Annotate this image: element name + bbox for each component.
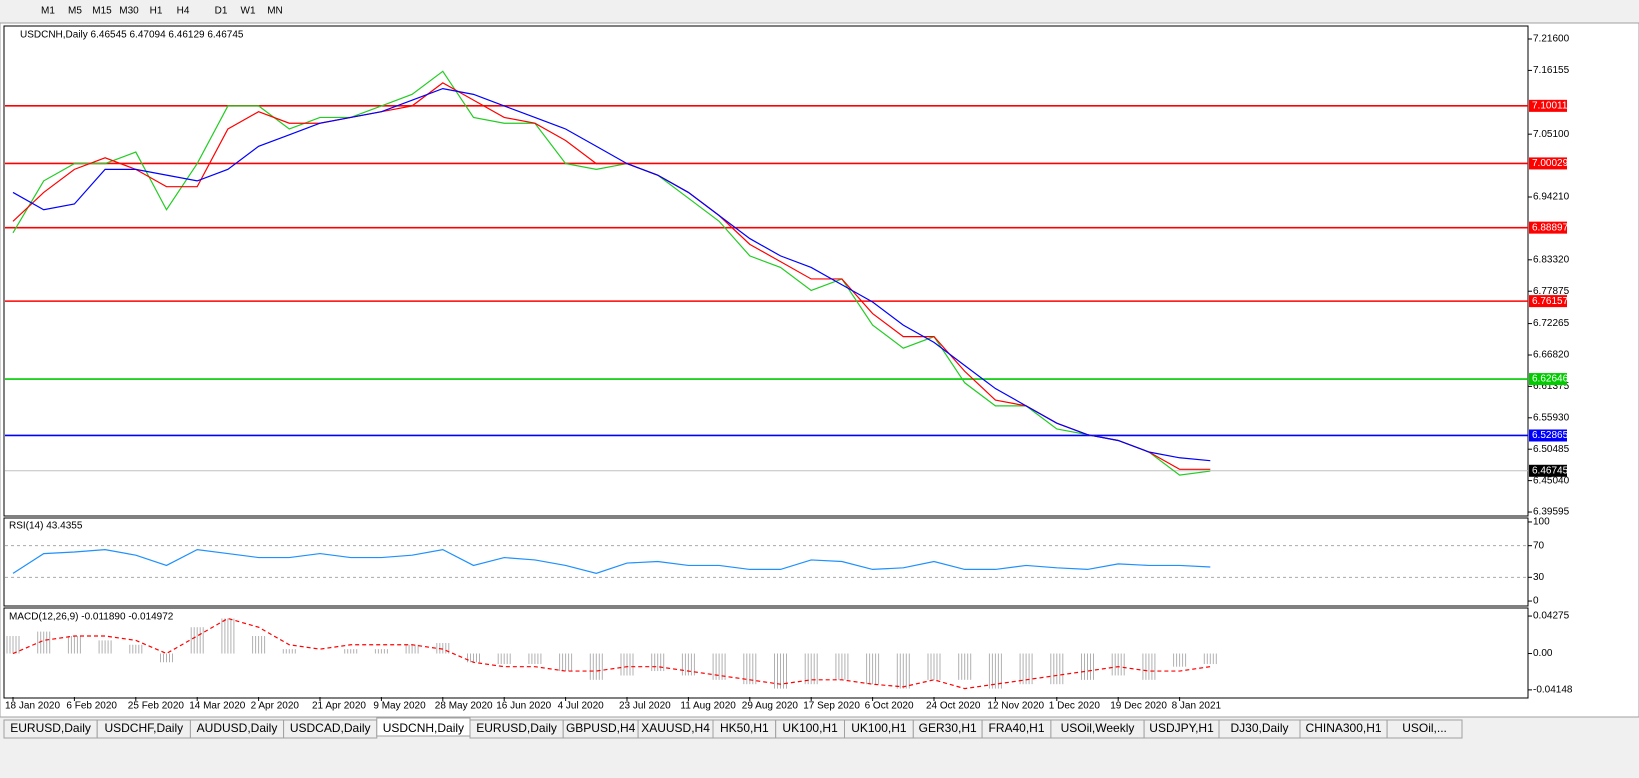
x-tick-label: 9 May 2020 [373, 701, 426, 712]
y-tick-label: -0.04148 [1533, 685, 1573, 696]
toolbar [0, 0, 1639, 22]
x-tick-label: 4 Jul 2020 [558, 701, 605, 712]
level-label: 6.52865 [1532, 430, 1569, 441]
timeframe-button[interactable]: H4 [177, 6, 190, 17]
x-tick-label: 23 Jul 2020 [619, 701, 671, 712]
x-tick-label: 24 Oct 2020 [926, 701, 981, 712]
series-line [12, 617, 1211, 690]
price-panel [3, 25, 1529, 517]
chart-window [0, 22, 1639, 718]
level-label: 7.10011 [1532, 100, 1568, 111]
rsi-label: RSI(14) 43.4355 [9, 521, 83, 532]
tab-label[interactable]: EURUSD,Daily [10, 721, 91, 735]
level-label-box [1529, 157, 1567, 170]
timeframe-button[interactable]: D1 [215, 6, 228, 17]
level-label-box [1529, 429, 1567, 442]
level-label-box [1529, 464, 1567, 477]
tab-label[interactable]: USDCAD,Daily [290, 721, 371, 735]
tab-label[interactable]: GBPUSD,H4 [566, 721, 636, 735]
series-line [12, 549, 1211, 574]
x-tick-label: 18 Jan 2020 [5, 701, 60, 712]
series-line [12, 70, 1211, 476]
y-tick-label: 100 [1533, 517, 1550, 528]
x-tick-label: 6 Feb 2020 [66, 701, 117, 712]
tab-label[interactable]: EURUSD,Daily [476, 721, 557, 735]
timeframe-button[interactable]: M1 [41, 6, 55, 17]
level-label: 6.76157 [1532, 296, 1569, 307]
level-label: 6.62646 [1532, 374, 1569, 385]
tab-label[interactable]: UK100,H1 [782, 721, 838, 735]
y-tick-label: 6.39595 [1533, 507, 1570, 518]
x-tick-label: 25 Feb 2020 [128, 701, 185, 712]
timeframe-button[interactable]: MN [267, 6, 283, 17]
tab-label[interactable]: XAUUSD,H4 [641, 721, 710, 735]
tab-label[interactable]: FRA40,H1 [988, 721, 1044, 735]
timeframe-button[interactable]: M15 [92, 6, 112, 17]
y-tick-label: 0 [1533, 596, 1539, 607]
timeframe-button[interactable]: M30 [119, 6, 139, 17]
y-tick-label: 6.55930 [1533, 412, 1570, 423]
x-tick-label: 28 May 2020 [435, 701, 493, 712]
tab[interactable] [1386, 719, 1463, 739]
level-label-box [1529, 221, 1567, 234]
rsi-panel [3, 517, 1529, 607]
x-tick-label: 14 Mar 2020 [189, 701, 246, 712]
tab-label[interactable]: USDCHF,Daily [104, 721, 183, 735]
level-label: 7.00029 [1532, 158, 1569, 169]
level-label-box [1529, 99, 1567, 112]
macd-panel [3, 607, 1529, 699]
series-line [12, 87, 1211, 462]
series-line [12, 82, 1211, 470]
level-label: 6.88897 [1532, 222, 1569, 233]
tab-label[interactable]: USDCNH,Daily [383, 721, 464, 735]
y-tick-label: 6.61375 [1533, 381, 1570, 392]
x-tick-label: 11 Aug 2020 [680, 701, 736, 712]
y-tick-label: 6.77875 [1533, 286, 1570, 297]
x-tick-label: 21 Apr 2020 [312, 701, 366, 712]
y-tick-label: 7.21600 [1533, 34, 1570, 45]
tab-label[interactable]: UK100,H1 [851, 721, 907, 735]
x-tick-label: 16 Jun 2020 [496, 701, 551, 712]
y-tick-label: 7.16155 [1533, 65, 1570, 76]
x-tick-label: 1 Dec 2020 [1049, 701, 1101, 712]
x-tick-label: 8 Jan 2021 [1172, 701, 1222, 712]
x-tick-label: 12 Nov 2020 [987, 701, 1044, 712]
y-tick-label: 6.66820 [1533, 350, 1570, 361]
tab-label[interactable]: USOil,Weekly [1061, 721, 1135, 735]
tab-label[interactable]: HK50,H1 [720, 721, 769, 735]
tab-label[interactable]: DJ30,Daily [1230, 721, 1288, 735]
timeframe-button[interactable]: M5 [68, 6, 82, 17]
y-tick-label: 6.94210 [1533, 192, 1570, 203]
tab-label[interactable]: GER30,H1 [919, 721, 977, 735]
y-tick-label: 6.83320 [1533, 254, 1570, 265]
tab-label[interactable]: CHINA300,H1 [1306, 721, 1382, 735]
level-label-box [1529, 295, 1567, 308]
y-tick-label: 6.72265 [1533, 318, 1570, 329]
x-tick-label: 29 Aug 2020 [742, 701, 799, 712]
timeframe-button[interactable]: W1 [241, 6, 256, 17]
y-tick-label: 30 [1533, 572, 1545, 583]
x-tick-label: 2 Apr 2020 [251, 701, 300, 712]
y-tick-label: 0.04275 [1533, 611, 1570, 622]
x-tick-label: 6 Oct 2020 [865, 701, 914, 712]
timeframe-button[interactable]: H1 [150, 6, 163, 17]
y-tick-label: 70 [1533, 540, 1545, 551]
tab-label[interactable]: USDJPY,H1 [1149, 721, 1214, 735]
x-tick-label: 17 Sep 2020 [803, 701, 860, 712]
x-tick-label: 19 Dec 2020 [1110, 701, 1167, 712]
y-tick-label: 7.05100 [1533, 129, 1570, 140]
level-label: 6.46745 [1532, 465, 1569, 476]
level-label-box [1529, 373, 1567, 386]
chart-header: USDCNH,Daily 6.46545 6.47094 6.46129 6.4… [20, 30, 244, 41]
macd-label: MACD(12,26,9) -0.011890 -0.014972 [9, 612, 174, 623]
y-tick-label: 6.50485 [1533, 444, 1570, 455]
y-tick-label: 0.00 [1533, 648, 1553, 659]
tab-label[interactable]: USOil,... [1402, 721, 1447, 735]
tab-label[interactable]: AUDUSD,Daily [197, 721, 278, 735]
y-tick-label: 6.45040 [1533, 475, 1570, 486]
